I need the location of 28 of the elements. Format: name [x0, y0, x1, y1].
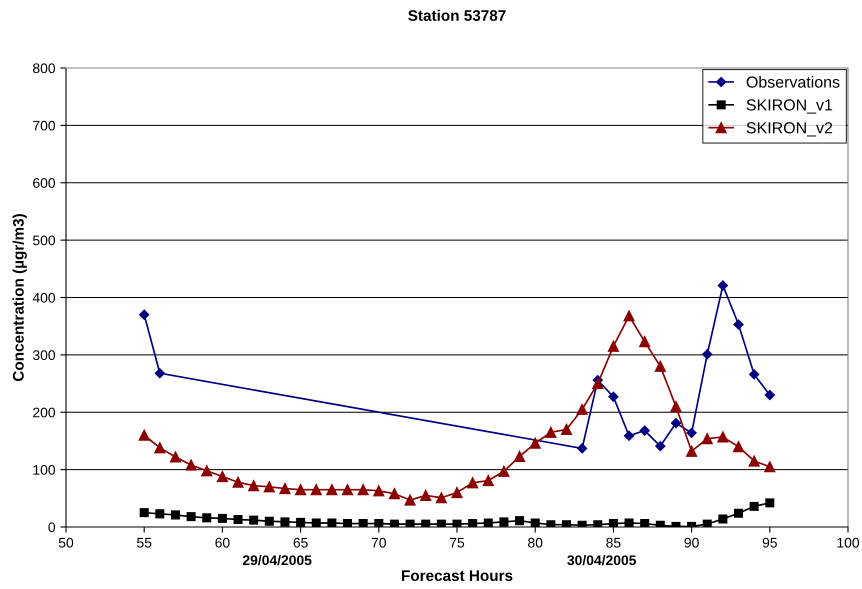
- legend-label: Observations: [746, 76, 840, 88]
- x-tick-label: 65: [294, 538, 308, 548]
- text: 29/04/2005: [242, 554, 312, 566]
- y-tick-label: 600: [33, 178, 56, 188]
- x-tick-label: 60: [215, 538, 230, 548]
- y-tick-label: 800: [33, 63, 56, 74]
- y-tick-label: 100: [33, 464, 56, 475]
- x-tick-label: 100: [837, 538, 860, 548]
- x-tick-label: 80: [528, 538, 542, 548]
- y-tick-label: 500: [32, 235, 56, 246]
- x-tick-label: 55: [137, 538, 152, 548]
- y-tick-label: 300: [32, 350, 56, 360]
- y-tick-label: 700: [33, 120, 56, 131]
- x-tick-label: 95: [762, 538, 777, 548]
- x-tick-label: 90: [684, 538, 699, 548]
- x-tick-label: 50: [58, 538, 74, 548]
- y-tick-label: 200: [33, 408, 56, 418]
- x-tick-label: 75: [450, 538, 464, 548]
- text: 30/04/2005: [567, 554, 636, 566]
- legend-label: SKIRON_v1: [746, 99, 832, 114]
- legend-label: SKIRON_v2: [746, 122, 832, 136]
- x-tick-label: 85: [606, 538, 621, 548]
- x-axis-title: Forecast Hours: [402, 570, 512, 582]
- y-axis-title: Concentration (µgr/m3): [12, 214, 27, 382]
- y-tick-label: 400: [32, 292, 56, 303]
- x-tick-label: 70: [372, 538, 386, 548]
- y-tick-label: 0: [48, 522, 56, 532]
- chart-title: Station 53787: [408, 10, 506, 21]
